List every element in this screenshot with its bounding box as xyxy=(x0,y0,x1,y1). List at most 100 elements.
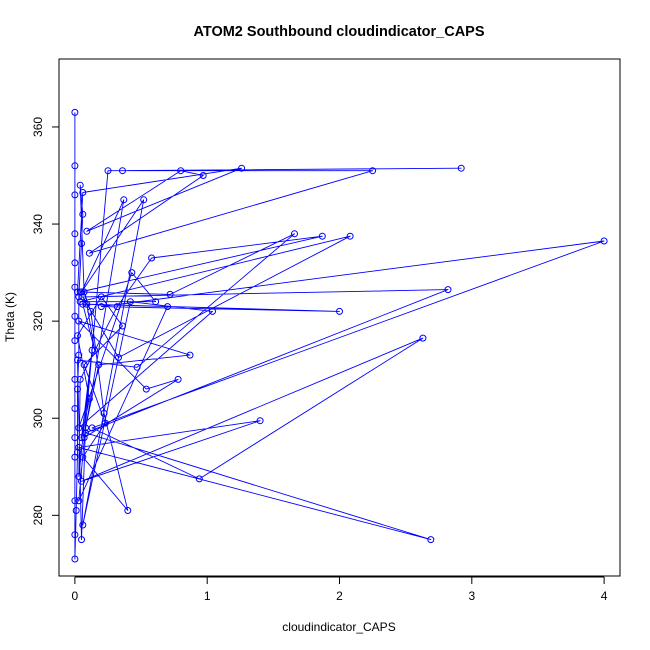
y-tick-label: 360 xyxy=(31,117,45,137)
data-point xyxy=(80,288,88,296)
data-point xyxy=(79,521,87,529)
data-point xyxy=(119,167,126,175)
data-point xyxy=(78,434,85,442)
data-point xyxy=(72,507,80,514)
data-point xyxy=(95,361,103,369)
data-point xyxy=(76,375,84,383)
y-axis: 280 300 320 340 360 xyxy=(31,117,60,525)
data-point xyxy=(74,288,81,296)
x-axis-label: cloudindicator_CAPS xyxy=(282,620,395,634)
data-point xyxy=(256,417,264,425)
data-point xyxy=(199,172,207,179)
data-point xyxy=(419,334,427,342)
x-tick-label: 1 xyxy=(204,589,211,603)
data-point xyxy=(71,191,79,199)
data-point xyxy=(115,354,122,361)
series-line xyxy=(74,112,605,560)
x-tick-label: 3 xyxy=(468,589,475,603)
y-tick-label: 340 xyxy=(31,214,45,234)
data-point xyxy=(148,254,156,262)
data-point xyxy=(133,363,141,371)
data-point xyxy=(71,497,79,505)
data-point xyxy=(82,429,89,437)
data-point xyxy=(87,307,95,315)
data-point xyxy=(71,375,79,383)
data-point xyxy=(195,475,203,483)
y-axis-label: Theta (K) xyxy=(3,292,17,342)
data-point xyxy=(128,269,136,277)
data-point xyxy=(78,477,85,485)
data-point xyxy=(71,531,79,539)
data-point xyxy=(88,346,96,354)
data-point xyxy=(209,307,216,315)
data-point xyxy=(600,237,608,245)
data-point xyxy=(74,356,81,364)
data-point xyxy=(291,230,298,238)
data-point xyxy=(126,298,134,306)
data-point xyxy=(71,259,79,267)
data-point xyxy=(74,332,81,340)
data-point xyxy=(97,303,105,311)
data-point xyxy=(75,424,83,432)
data-point xyxy=(71,108,79,116)
data-point xyxy=(369,167,377,175)
data-point xyxy=(174,375,182,383)
chart-title: ATOM2 Southbound cloudindicator_CAPS xyxy=(193,24,484,40)
x-axis: 0 1 2 3 4 xyxy=(72,576,608,603)
data-point xyxy=(85,395,93,403)
data-point xyxy=(186,351,194,359)
x-tick-label: 2 xyxy=(336,589,343,603)
data-point xyxy=(79,293,87,301)
data-point xyxy=(78,536,85,544)
data-point xyxy=(346,232,354,240)
data-point xyxy=(82,424,89,432)
data-point xyxy=(444,286,452,294)
data-point xyxy=(79,189,87,196)
data-point xyxy=(152,298,160,306)
data-point xyxy=(75,317,83,325)
data-point xyxy=(120,196,128,204)
data-point xyxy=(88,424,96,432)
data-point xyxy=(142,385,150,393)
data-point xyxy=(119,322,126,330)
data-point xyxy=(164,303,171,311)
data-point xyxy=(336,307,343,315)
data-point xyxy=(101,419,109,427)
data-point xyxy=(238,164,246,172)
data-point xyxy=(71,230,79,238)
data-point xyxy=(78,288,85,296)
data-point xyxy=(71,555,79,563)
data-point xyxy=(75,497,83,505)
y-tick-label: 320 xyxy=(31,311,45,331)
data-point xyxy=(75,443,83,451)
x-tick-label: 0 xyxy=(72,589,79,603)
data-point xyxy=(85,249,93,257)
data-point xyxy=(71,405,79,412)
y-tick-label: 280 xyxy=(31,505,45,525)
data-point xyxy=(80,361,88,369)
data-point xyxy=(78,240,85,247)
data-point xyxy=(79,210,87,218)
data-point xyxy=(71,434,79,442)
data-point xyxy=(104,167,112,175)
data-point xyxy=(140,196,148,204)
data-point xyxy=(76,181,84,189)
y-tick-label: 300 xyxy=(31,408,45,428)
data-point xyxy=(113,303,121,311)
data-series xyxy=(71,108,608,563)
data-point xyxy=(100,409,108,417)
data-point xyxy=(83,227,91,235)
data-point xyxy=(177,167,185,175)
data-point xyxy=(91,346,99,354)
data-point xyxy=(75,351,83,359)
data-point xyxy=(83,300,91,308)
data-point xyxy=(166,290,174,298)
data-point xyxy=(71,312,79,320)
data-point xyxy=(80,434,88,442)
data-point xyxy=(79,453,87,461)
data-point xyxy=(457,164,465,172)
data-point xyxy=(427,536,435,544)
data-point xyxy=(79,300,87,308)
data-point xyxy=(97,293,105,301)
plot-area-frame xyxy=(58,58,621,577)
